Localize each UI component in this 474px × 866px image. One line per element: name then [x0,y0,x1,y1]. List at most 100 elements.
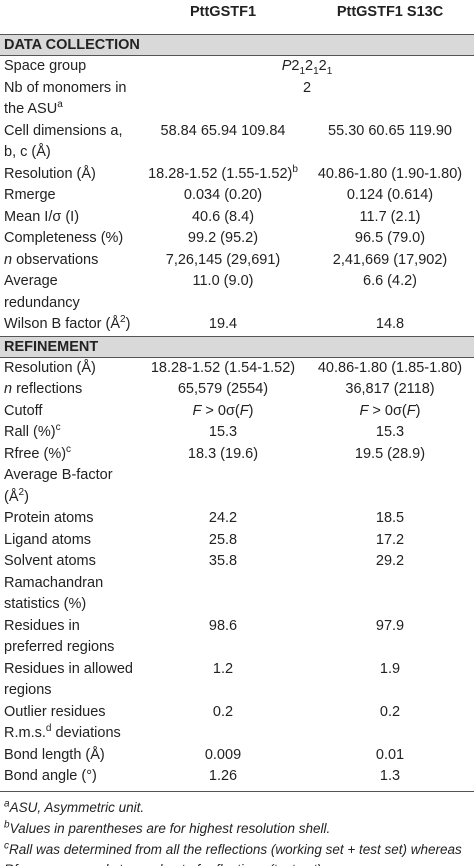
cell: 1.2 [140,659,306,702]
text: 18.3 (19.6) [187,445,259,462]
superscript: c [55,422,61,434]
text: 2 [302,79,312,96]
cell: 99.2 (95.2) [140,228,306,250]
table-row: Cell dimensions a, b, c (Å) 58.84 65.94 1… [0,121,474,164]
cell [140,573,306,616]
text: Residues in preferred regions [4,617,115,656]
text: Cutoff [4,402,43,419]
table-row: Average redundancy 11.0 (9.0) 6.6 (4.2) [0,271,474,314]
cell: 98.6 [140,616,306,659]
text: 40.86-1.80 (1.90-1.80) [317,165,463,182]
cell: 29.2 [306,551,474,573]
cell: 7,26,145 (29,691) [140,250,306,272]
cell: 65,579 (2554) [140,379,306,401]
cell: 6.6 (4.2) [306,271,474,314]
section-row: REFINEMENT [0,335,474,358]
subscript: 1 [313,65,319,77]
row-label: Rfree (%)c [0,444,140,466]
text: 58.84 65.94 109.84 [160,122,286,139]
text: 99.2 (95.2) [187,230,259,246]
cell: 1.9 [306,659,474,702]
row-label: Nb of monomers in the ASUa [0,78,140,121]
text: 2 [291,58,300,74]
cell: 15.3 [140,422,306,444]
column-header: PttGSTF1 S13C [336,4,444,20]
footnote: cRall was determined from all the reflec… [4,840,470,866]
table-row: Ramachandran statistics (%) [0,573,474,616]
data-table: PttGSTF1 PttGSTF1 S13C DATA COLLECTION Sp… [0,0,474,792]
text: ) [125,316,131,332]
row-label: Average B-factor (Å2) [0,465,140,508]
row-label: R.m.s.d deviations [0,723,140,745]
row-label: Solvent atoms [0,551,140,573]
text: 97.9 [375,617,405,634]
text: ) [415,402,421,419]
subscript: 1 [326,65,333,77]
italic-text: P [281,58,292,74]
text: Rall was determined from all the reflect… [4,841,462,866]
text: 55.30 60.65 119.90 [328,122,452,139]
text: 0.124 (0.614) [346,187,434,203]
superscript: c [4,840,9,851]
text: 36,817 (2118) [345,381,435,397]
row-label: Average redundancy [0,271,140,314]
text: 0.01 [375,746,405,763]
footnote: aASU, Asymmetric unit. [4,798,470,818]
column-header: PttGSTF1 [189,4,257,20]
text: 18.28-1.52 (1.55-1.52) [148,165,293,182]
row-label: n reflections [0,379,140,401]
text: ) [248,402,254,419]
table-row: Solvent atoms 35.8 29.2 [0,551,474,573]
row-label: Residues in preferred regions [0,616,140,659]
cell: 40.86-1.80 (1.85-1.80) [306,357,474,379]
section-title: DATA COLLECTION [0,34,474,56]
footnote: bValues in parentheses are for highest r… [4,819,470,839]
text: Residues in allowed regions [4,660,133,699]
text: 15.3 [208,424,238,440]
header-row: PttGSTF1 PttGSTF1 S13C [0,0,474,35]
text: Rmerge [4,187,56,203]
text: Rall (%) [4,424,56,440]
cell [140,723,306,745]
text: 24.2 [208,510,238,526]
text: 29.2 [375,553,405,569]
italic-text: F [192,402,202,419]
text: 65,579 (2554) [177,381,269,397]
cell: 58.84 65.94 109.84 [140,121,306,164]
table-row: Rfree (%)c 18.3 (19.6) 19.5 (28.9) [0,444,474,466]
italic-text: F [359,402,369,419]
text: 18.5 [375,510,405,526]
row-label: Resolution (Å) [0,164,140,186]
text: 2,41,669 (17,902) [332,251,448,268]
text: Solvent atoms [4,553,96,569]
cell: 40.86-1.80 (1.90-1.80) [306,164,474,186]
footnotes: aASU, Asymmetric unit. bValues in parenth… [0,792,474,866]
table-row: Space group P212121 [0,56,474,78]
text: 15.3 [375,424,405,440]
text: Values in parentheses are for highest re… [9,820,331,836]
text: ASU, Asymmetric unit. [9,799,145,815]
table-row: Bond length (Å) 0.009 0.01 [0,745,474,767]
row-label: Bond length (Å) [0,745,140,767]
table-row: Rmerge 0.034 (0.20) 0.124 (0.614) [0,185,474,207]
text: 17.2 [375,531,405,548]
text: R.m.s. [4,725,46,741]
cell: 19.5 (28.9) [306,444,474,466]
text: Outlier residues [4,703,106,720]
text: Rfree (%) [4,445,67,462]
text: 1.2 [212,660,234,677]
row-label: Protein atoms [0,508,140,530]
superscript: 2 [18,486,25,498]
cell: 36,817 (2118) [306,379,474,401]
italic-text: F [239,402,249,419]
cell: 11.0 (9.0) [140,271,306,314]
cell: 96.5 (79.0) [306,228,474,250]
table-row: n observations 7,26,145 (29,691) 2,41,669 … [0,250,474,272]
superscript: 2 [120,314,126,326]
cell [306,573,474,616]
table-row: Resolution (Å) 18.28-1.52 (1.54-1.52) 40.8… [0,357,474,379]
text: ) [24,488,29,505]
row-label: n observations [0,250,140,272]
text: 98.6 [208,617,238,634]
cell: 18.28-1.52 (1.54-1.52) [140,357,306,379]
